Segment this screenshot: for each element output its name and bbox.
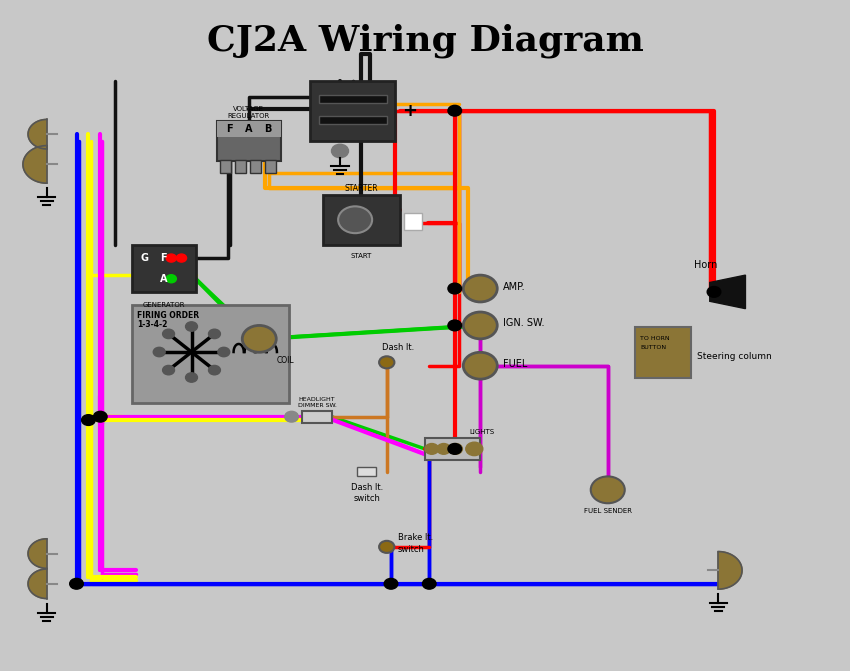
Bar	[235, 160, 246, 173]
Bar	[217, 121, 280, 137]
Circle shape	[463, 352, 497, 379]
Text: F: F	[226, 124, 233, 134]
Polygon shape	[23, 146, 47, 183]
Bar	[323, 195, 400, 245]
Circle shape	[162, 366, 174, 375]
Text: Brake lt.
switch: Brake lt. switch	[398, 533, 433, 554]
Text: F: F	[161, 253, 167, 263]
Circle shape	[153, 348, 165, 357]
Circle shape	[177, 254, 186, 262]
Bar	[265, 160, 276, 173]
Circle shape	[94, 411, 107, 422]
Text: BUTTON: BUTTON	[640, 345, 666, 350]
Polygon shape	[718, 552, 742, 589]
Text: G: G	[140, 253, 148, 263]
Circle shape	[384, 578, 398, 589]
Text: Horn: Horn	[694, 260, 717, 270]
Circle shape	[379, 356, 394, 368]
Text: START: START	[350, 253, 372, 259]
Circle shape	[82, 415, 95, 425]
Text: A: A	[245, 124, 252, 134]
Circle shape	[707, 287, 721, 297]
Bar	[357, 467, 376, 476]
Text: FUEL: FUEL	[503, 359, 528, 368]
Circle shape	[463, 275, 497, 302]
Text: Steering column: Steering column	[697, 352, 772, 362]
Bar	[132, 245, 196, 292]
Text: LIGHTS: LIGHTS	[469, 429, 495, 435]
Text: STARTER: STARTER	[344, 184, 378, 193]
Circle shape	[448, 105, 462, 116]
Circle shape	[448, 320, 462, 331]
Circle shape	[70, 578, 83, 589]
Circle shape	[591, 476, 625, 503]
Circle shape	[218, 348, 230, 357]
Polygon shape	[28, 569, 47, 599]
Bar	[250, 160, 262, 173]
Polygon shape	[28, 119, 47, 149]
Circle shape	[185, 373, 197, 382]
Circle shape	[185, 322, 197, 331]
Text: +: +	[402, 102, 417, 119]
Bar	[132, 305, 289, 403]
Circle shape	[425, 444, 439, 454]
Circle shape	[466, 442, 483, 456]
Circle shape	[285, 411, 298, 422]
Text: B: B	[264, 124, 271, 134]
FancyBboxPatch shape	[635, 327, 691, 378]
Text: GENERATOR: GENERATOR	[142, 302, 184, 308]
Bar	[404, 213, 422, 229]
Circle shape	[437, 444, 451, 454]
Text: IGN. SW.: IGN. SW.	[503, 319, 545, 328]
Text: Dash lt.: Dash lt.	[382, 344, 415, 352]
Circle shape	[242, 325, 276, 352]
Polygon shape	[28, 539, 47, 568]
Text: TO HORN: TO HORN	[640, 336, 670, 342]
Circle shape	[332, 144, 348, 158]
Bar	[310, 81, 395, 141]
Text: VOLTAGE
REGULATOR: VOLTAGE REGULATOR	[228, 106, 269, 119]
Text: FUEL SENDER: FUEL SENDER	[584, 508, 632, 514]
Text: AMP.: AMP.	[503, 282, 526, 291]
Circle shape	[167, 254, 177, 262]
Bar	[217, 121, 280, 161]
Text: FIRING ORDER: FIRING ORDER	[137, 311, 199, 319]
Text: CJ2A Wiring Diagram: CJ2A Wiring Diagram	[207, 23, 643, 58]
Text: Dash lt.
switch: Dash lt. switch	[351, 483, 383, 503]
Circle shape	[162, 329, 174, 339]
Bar	[319, 95, 387, 103]
Circle shape	[422, 578, 436, 589]
Bar	[425, 438, 480, 460]
Circle shape	[208, 329, 220, 339]
Bar	[220, 160, 231, 173]
Polygon shape	[710, 275, 745, 309]
Text: COIL: COIL	[276, 356, 294, 364]
Text: A: A	[161, 274, 168, 284]
Circle shape	[463, 312, 497, 339]
Circle shape	[448, 283, 462, 294]
Circle shape	[379, 541, 394, 553]
Circle shape	[167, 274, 177, 282]
Circle shape	[208, 366, 220, 375]
Text: 1-3-4-2: 1-3-4-2	[137, 320, 167, 329]
Bar	[319, 116, 387, 124]
Text: HEADLIGHT
DIMMER SW.: HEADLIGHT DIMMER SW.	[298, 397, 337, 408]
Circle shape	[448, 444, 462, 454]
Bar	[302, 411, 332, 423]
Circle shape	[449, 444, 462, 454]
Circle shape	[338, 207, 372, 234]
